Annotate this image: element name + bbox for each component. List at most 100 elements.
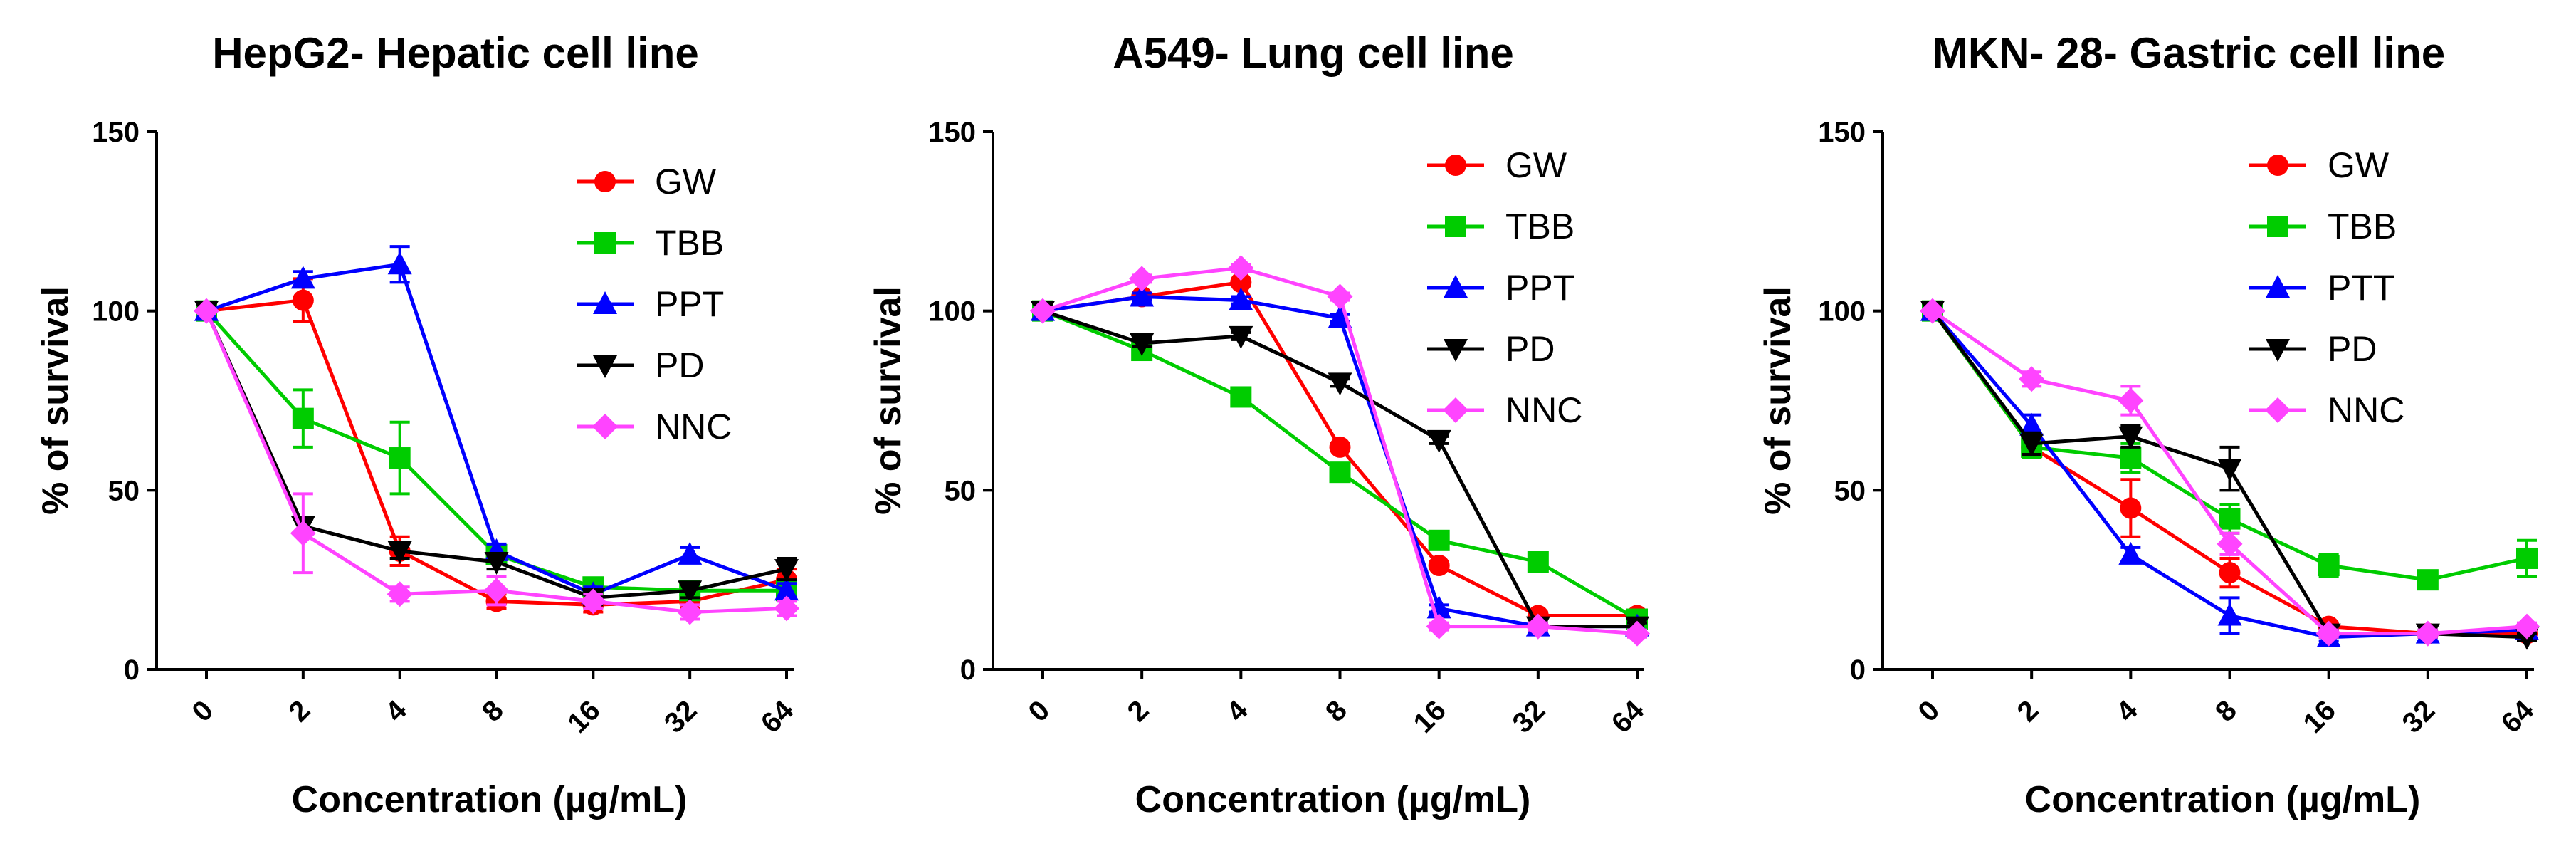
data-point-gw bbox=[2120, 497, 2142, 519]
y-axis-title: % of survival bbox=[868, 286, 909, 515]
series-nnc bbox=[1030, 255, 1650, 647]
data-point-nnc bbox=[290, 520, 316, 546]
data-point-pd bbox=[2217, 459, 2242, 482]
data-point-nnc bbox=[1327, 283, 1353, 310]
data-point-pd bbox=[774, 559, 799, 583]
data-point-tbb bbox=[292, 407, 314, 429]
chart-panel-2: A549- Lung cell line 0 50 100 150 0 2 4 8 16 32 64 C… bbox=[868, 29, 1651, 820]
legend-item-pd: PD bbox=[577, 345, 704, 385]
x-tick-label: 0 bbox=[1913, 694, 1946, 728]
data-point-ptt bbox=[2118, 541, 2143, 565]
y-axis-title: % of survival bbox=[1757, 286, 1799, 515]
data-point-gw bbox=[292, 289, 314, 311]
legend-label: TBB bbox=[655, 223, 724, 263]
legend-item-tbb: TBB bbox=[2249, 207, 2397, 246]
legend-marker bbox=[1444, 339, 1468, 362]
legend-item-nnc: NNC bbox=[2249, 390, 2404, 430]
x-tick-label: 64 bbox=[2496, 694, 2540, 739]
x-tick-label: 32 bbox=[1507, 694, 1552, 739]
data-point-nnc bbox=[677, 599, 703, 625]
legend-marker bbox=[593, 355, 617, 378]
data-point-pd bbox=[1426, 429, 1451, 453]
legend-item-gw: GW bbox=[1427, 145, 1567, 185]
x-tick-label: 2 bbox=[283, 694, 316, 728]
x-tick-label: 32 bbox=[658, 694, 703, 739]
data-point-tbb bbox=[2219, 508, 2241, 530]
data-point-nnc bbox=[2514, 613, 2540, 640]
y-tick-label: 100 bbox=[1818, 296, 1866, 328]
series-tbb bbox=[1032, 300, 1648, 630]
data-point-pd bbox=[1130, 333, 1155, 356]
data-point-gw bbox=[1428, 555, 1450, 577]
y-tick-label: 100 bbox=[928, 296, 976, 328]
data-point-nnc bbox=[387, 581, 413, 607]
data-point-nnc bbox=[774, 595, 799, 622]
x-tick-label: 8 bbox=[1320, 694, 1353, 728]
data-point-ptt bbox=[2019, 412, 2044, 436]
legend-item-gw: GW bbox=[2249, 145, 2390, 185]
x-tick-label: 64 bbox=[1606, 694, 1651, 739]
y-tick-label: 0 bbox=[124, 654, 140, 686]
x-tick-label: 16 bbox=[2297, 694, 2342, 739]
data-point-tbb bbox=[1329, 461, 1351, 484]
legend-label: NNC bbox=[655, 407, 732, 447]
legend-label: PD bbox=[1505, 329, 1555, 369]
data-point-pd bbox=[2118, 426, 2143, 449]
y-tick-label: 50 bbox=[1834, 475, 1866, 506]
data-point-ppt bbox=[1229, 287, 1253, 310]
legend-marker bbox=[1443, 397, 1468, 423]
x-tick-label: 0 bbox=[1023, 694, 1056, 728]
data-point-ptt bbox=[2217, 602, 2242, 626]
x-tick-label: 8 bbox=[476, 694, 510, 728]
x-tick-label: 8 bbox=[2209, 694, 2243, 728]
legend-item-ppt: PPT bbox=[1427, 268, 1574, 308]
x-tick-label: 4 bbox=[1221, 694, 1254, 728]
chart-title: MKN- 28- Gastric cell line bbox=[1933, 29, 2445, 77]
legend-item-tbb: TBB bbox=[577, 223, 724, 263]
data-point-gw bbox=[1329, 436, 1351, 458]
legend-label: PTT bbox=[2328, 268, 2394, 308]
data-point-gw bbox=[1230, 271, 1252, 293]
legend-label: TBB bbox=[2328, 207, 2397, 246]
data-point-nnc bbox=[2019, 366, 2045, 392]
data-point-ppt bbox=[290, 266, 315, 289]
data-point-tbb bbox=[2120, 447, 2142, 469]
legend-marker bbox=[594, 171, 616, 192]
data-point-pd bbox=[2019, 433, 2044, 456]
legend: GW TBB PTT PD NNC bbox=[2249, 145, 2404, 430]
legend-label: GW bbox=[2328, 145, 2390, 185]
y-tick-label: 50 bbox=[945, 475, 977, 506]
y-tick-label: 50 bbox=[108, 475, 140, 506]
legend-item-ppt: PPT bbox=[577, 284, 724, 324]
legend-label: GW bbox=[1505, 145, 1567, 185]
chart-panel-3: MKN- 28- Gastric cell line 0 50 100 150 0 2 4 8 1… bbox=[1757, 29, 2540, 820]
data-point-nnc bbox=[2217, 531, 2243, 557]
legend-item-pd: PD bbox=[1427, 329, 1555, 369]
x-tick-label: 4 bbox=[379, 694, 413, 728]
data-point-nnc bbox=[1426, 613, 1452, 640]
x-axis-title: Concentration (µg/mL) bbox=[1135, 779, 1531, 820]
data-point-pd bbox=[484, 552, 509, 575]
legend-marker bbox=[594, 232, 616, 254]
legend-marker bbox=[592, 414, 618, 439]
data-point-pd bbox=[1229, 325, 1253, 349]
data-point-ppt bbox=[1130, 283, 1155, 307]
chart-title: A549- Lung cell line bbox=[1113, 29, 1513, 77]
y-tick-label: 150 bbox=[92, 117, 140, 148]
series-nnc bbox=[194, 298, 799, 625]
y-tick-label: 150 bbox=[928, 117, 976, 148]
legend-item-gw: GW bbox=[577, 162, 717, 202]
data-point-pd bbox=[1328, 372, 1352, 396]
legend-marker bbox=[2266, 275, 2290, 298]
x-tick-label: 16 bbox=[1407, 694, 1452, 739]
legend-label: PD bbox=[655, 345, 704, 385]
legend-marker bbox=[1445, 155, 1466, 176]
legend-item-pd: PD bbox=[2249, 329, 2377, 369]
y-tick-label: 150 bbox=[1818, 117, 1866, 148]
data-point-nnc bbox=[1920, 298, 1945, 324]
legend-marker bbox=[2266, 339, 2290, 362]
data-point-tbb bbox=[2516, 547, 2538, 569]
data-point-tbb bbox=[2417, 569, 2439, 591]
y-tick-label: 100 bbox=[92, 296, 140, 328]
